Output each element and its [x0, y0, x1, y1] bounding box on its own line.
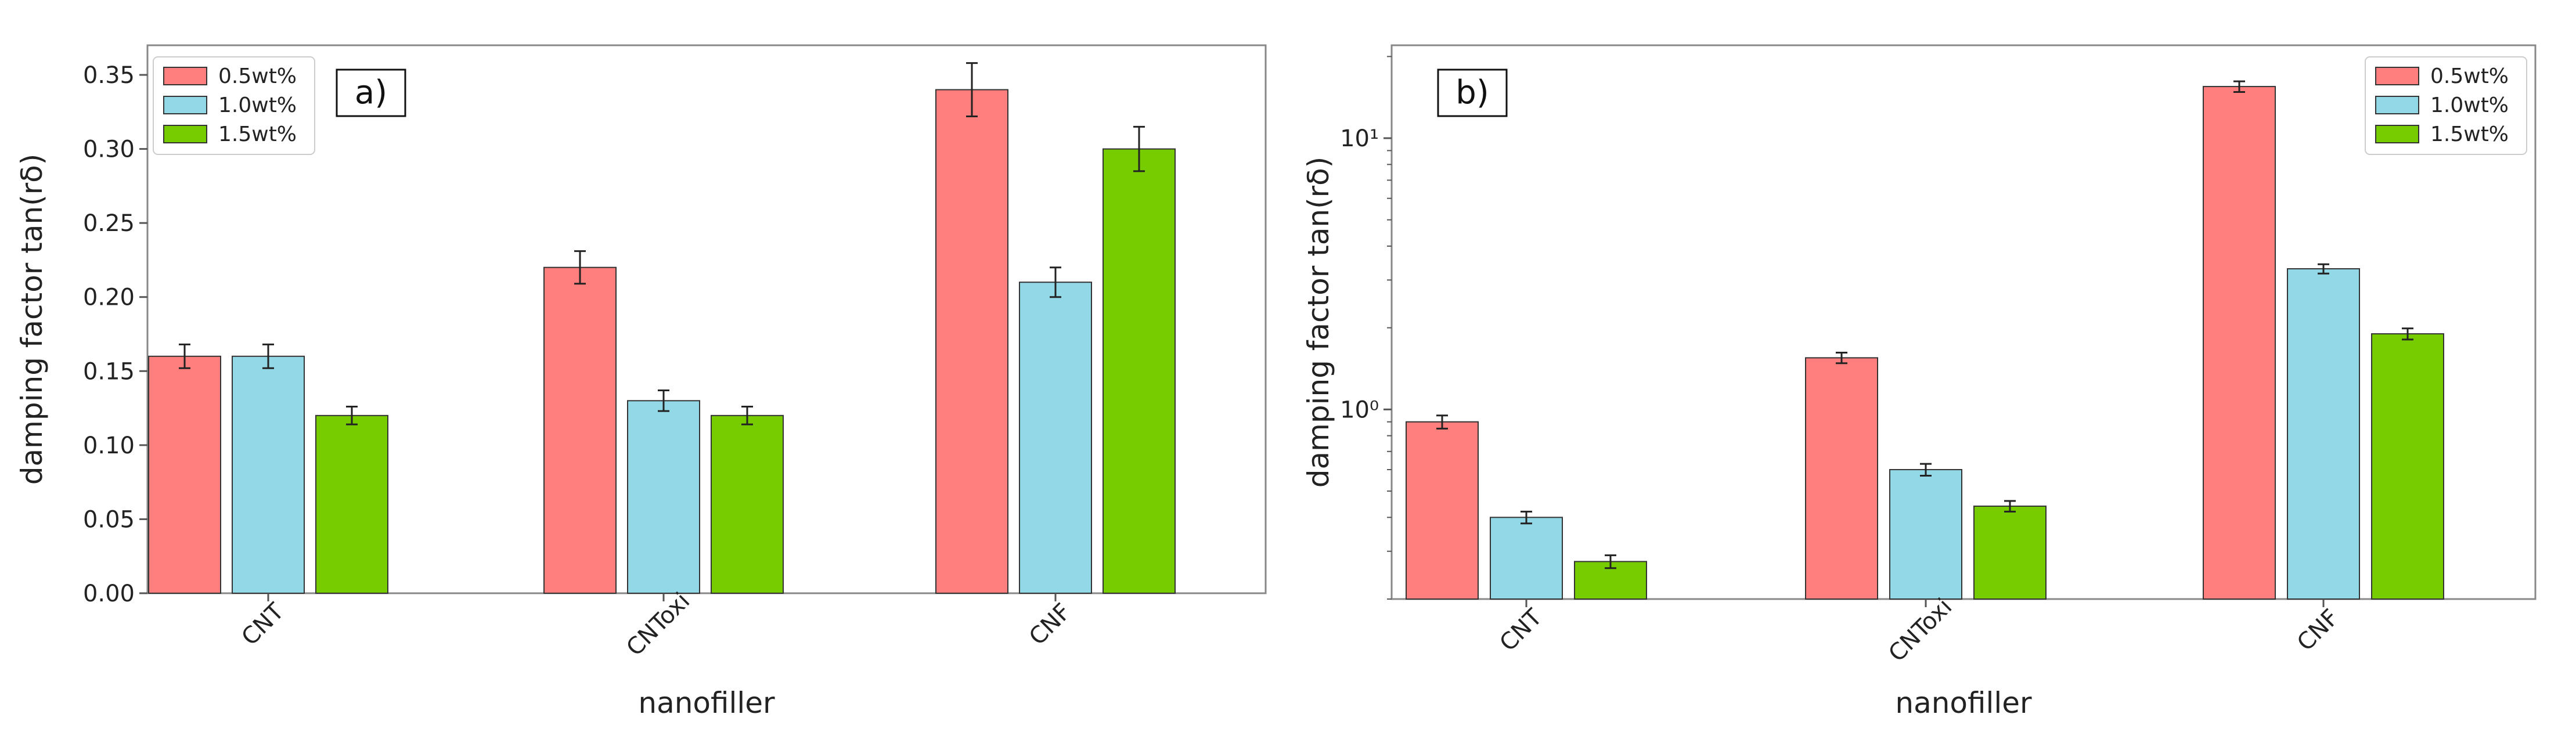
y-tick-label: 0.30 — [83, 136, 135, 163]
plot-frame — [146, 44, 1267, 594]
category-label: CNF — [2292, 604, 2344, 657]
y-axis-title: damping factor tan(rδ) — [15, 154, 49, 485]
category-label: CNT — [1494, 604, 1547, 657]
bar — [1889, 469, 1962, 600]
legend-label: 1.5wt% — [218, 122, 297, 146]
legend-label: 0.5wt% — [2430, 64, 2509, 88]
legend-label: 1.0wt% — [2430, 93, 2509, 117]
bar — [1406, 421, 1479, 600]
panel-label-box — [336, 68, 406, 117]
panel-b: 10⁰ 10¹ CNT CNToxi CNF nanofiller damping fact… — [1302, 44, 2537, 720]
y-tick-label: 0.05 — [83, 506, 135, 533]
bar — [232, 355, 305, 594]
legend-swatch — [163, 125, 207, 143]
bar — [1805, 357, 1878, 600]
bar — [148, 355, 221, 594]
category-label: CNT — [236, 598, 289, 651]
x-axis-title: nanofiller — [638, 686, 775, 720]
legend-swatch — [2375, 125, 2419, 143]
legend-swatch — [2375, 67, 2419, 85]
legend-label: 0.5wt% — [218, 64, 297, 88]
legend-label: 1.5wt% — [2430, 122, 2509, 146]
y-tick-label: 0.15 — [83, 358, 135, 385]
plot-frame — [1390, 44, 2537, 600]
bar — [711, 414, 784, 594]
category-label: CNF — [1024, 598, 1076, 651]
bar — [1103, 148, 1176, 594]
bar — [2371, 333, 2444, 600]
bar — [627, 400, 700, 594]
y-tick-label: 0.35 — [83, 62, 135, 89]
y-tick-label: 0.25 — [83, 210, 135, 237]
legend-label: 1.0wt% — [218, 93, 297, 117]
x-axis-title: nanofiller — [1895, 686, 2032, 720]
bar — [1973, 505, 2047, 600]
bar — [2287, 268, 2360, 600]
panel-label-box — [1437, 68, 1508, 117]
category-label: CNToxi — [1883, 593, 1957, 667]
y-tick-label: 0.20 — [83, 284, 135, 311]
panel-label: b) — [1455, 74, 1489, 111]
y-tick-label: 0.10 — [83, 432, 135, 459]
panel-a: 0.00 0.05 0.10 0.15 0.20 0.25 0.30 0.35 CNT CNTox… — [15, 44, 1267, 720]
bar — [935, 89, 1008, 594]
bar — [315, 414, 388, 594]
y-tick-label: 10¹ — [1340, 125, 1379, 152]
legend-swatch — [163, 67, 207, 85]
bar — [2203, 86, 2276, 600]
bar — [1019, 282, 1092, 594]
bar — [543, 266, 617, 594]
legend-swatch — [163, 96, 207, 114]
panel-label: a) — [355, 74, 387, 111]
category-label: CNToxi — [621, 587, 695, 661]
legend-swatch — [2375, 96, 2419, 114]
y-tick-label: 10⁰ — [1340, 396, 1379, 423]
y-axis-title: damping factor tan(rδ) — [1302, 157, 1335, 488]
bar — [1490, 517, 1563, 600]
y-tick-label: 0.00 — [83, 580, 135, 607]
